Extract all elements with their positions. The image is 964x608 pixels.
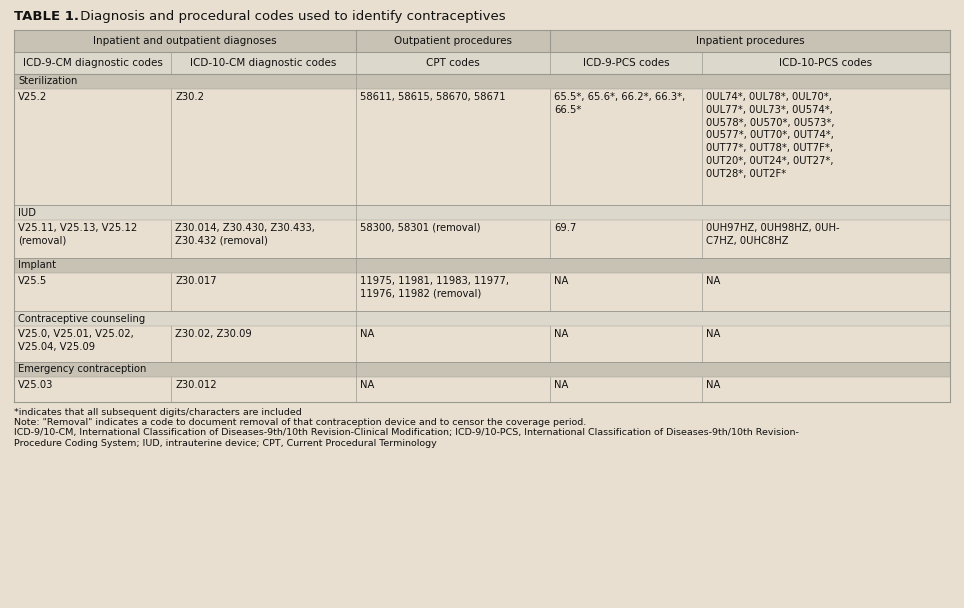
Text: Z30.012: Z30.012 — [175, 380, 217, 390]
Text: 69.7: 69.7 — [554, 223, 576, 233]
Text: Z30.014, Z30.430, Z30.433,
Z30.432 (removal): Z30.014, Z30.430, Z30.433, Z30.432 (remo… — [175, 223, 315, 246]
Bar — [14, 258, 950, 273]
Text: IUD: IUD — [18, 207, 36, 218]
Text: Z30.02, Z30.09: Z30.02, Z30.09 — [175, 329, 252, 339]
Text: 11975, 11981, 11983, 11977,
11976, 11982 (removal): 11975, 11981, 11983, 11977, 11976, 11982… — [360, 276, 509, 299]
Text: Z30.017: Z30.017 — [175, 276, 217, 286]
Text: NA: NA — [554, 380, 569, 390]
Text: ICD-10-PCS codes: ICD-10-PCS codes — [780, 58, 872, 68]
Bar — [14, 205, 950, 220]
Text: ICD-10-CM diagnostic codes: ICD-10-CM diagnostic codes — [190, 58, 336, 68]
Text: V25.0, V25.01, V25.02,
V25.04, V25.09: V25.0, V25.01, V25.02, V25.04, V25.09 — [18, 329, 134, 352]
Text: V25.5: V25.5 — [18, 276, 47, 286]
Text: 65.5*, 65.6*, 66.2*, 66.3*,
66.5*: 65.5*, 65.6*, 66.2*, 66.3*, 66.5* — [554, 92, 685, 115]
Bar — [14, 220, 950, 258]
Bar — [14, 30, 950, 52]
Text: 58611, 58615, 58670, 58671: 58611, 58615, 58670, 58671 — [360, 92, 505, 102]
Text: 0UL74*, 0UL78*, 0UL70*,
0UL77*, 0UL73*, 0U574*,
0U578*, 0U570*, 0U573*,
0U577*, : 0UL74*, 0UL78*, 0UL70*, 0UL77*, 0UL73*, … — [706, 92, 835, 179]
Text: CPT codes: CPT codes — [426, 58, 480, 68]
Text: V25.03: V25.03 — [18, 380, 53, 390]
Bar — [14, 74, 950, 89]
Text: Sterilization: Sterilization — [18, 77, 77, 86]
Text: ICD-9-PCS codes: ICD-9-PCS codes — [583, 58, 669, 68]
Bar — [14, 273, 950, 311]
Text: 0UH97HZ, 0UH98HZ, 0UH-
C7HZ, 0UHC8HZ: 0UH97HZ, 0UH98HZ, 0UH- C7HZ, 0UHC8HZ — [706, 223, 840, 246]
Text: Outpatient procedures: Outpatient procedures — [394, 36, 512, 46]
Text: ICD-9/10-CM, International Classification of Diseases-9th/10th Revision-Clinical: ICD-9/10-CM, International Classificatio… — [14, 427, 799, 447]
Text: NA: NA — [360, 329, 374, 339]
Text: ICD-9-CM diagnostic codes: ICD-9-CM diagnostic codes — [23, 58, 163, 68]
Text: Z30.2: Z30.2 — [175, 92, 204, 102]
Bar — [14, 362, 950, 377]
Text: NA: NA — [706, 276, 720, 286]
Text: Emergency contraception: Emergency contraception — [18, 365, 147, 375]
Text: Inpatient procedures: Inpatient procedures — [696, 36, 805, 46]
Text: NA: NA — [554, 276, 569, 286]
Text: NA: NA — [360, 380, 374, 390]
Bar — [14, 377, 950, 402]
Bar — [14, 89, 950, 205]
Text: 58300, 58301 (removal): 58300, 58301 (removal) — [360, 223, 480, 233]
Bar — [14, 311, 950, 326]
Bar — [14, 52, 950, 74]
Text: NA: NA — [554, 329, 569, 339]
Text: Inpatient and outpatient diagnoses: Inpatient and outpatient diagnoses — [93, 36, 277, 46]
Text: Contraceptive counseling: Contraceptive counseling — [18, 314, 146, 323]
Text: Diagnosis and procedural codes used to identify contraceptives: Diagnosis and procedural codes used to i… — [76, 10, 506, 23]
Text: TABLE 1.: TABLE 1. — [14, 10, 79, 23]
Text: *indicates that all subsequent digits/characters are included: *indicates that all subsequent digits/ch… — [14, 408, 302, 417]
Text: V25.2: V25.2 — [18, 92, 47, 102]
Bar — [14, 326, 950, 362]
Text: V25.11, V25.13, V25.12
(removal): V25.11, V25.13, V25.12 (removal) — [18, 223, 137, 246]
Text: Implant: Implant — [18, 260, 56, 271]
Text: Note: "Removal" indicates a code to document removal of that contraception devic: Note: "Removal" indicates a code to docu… — [14, 418, 586, 427]
Text: NA: NA — [706, 329, 720, 339]
Text: NA: NA — [706, 380, 720, 390]
